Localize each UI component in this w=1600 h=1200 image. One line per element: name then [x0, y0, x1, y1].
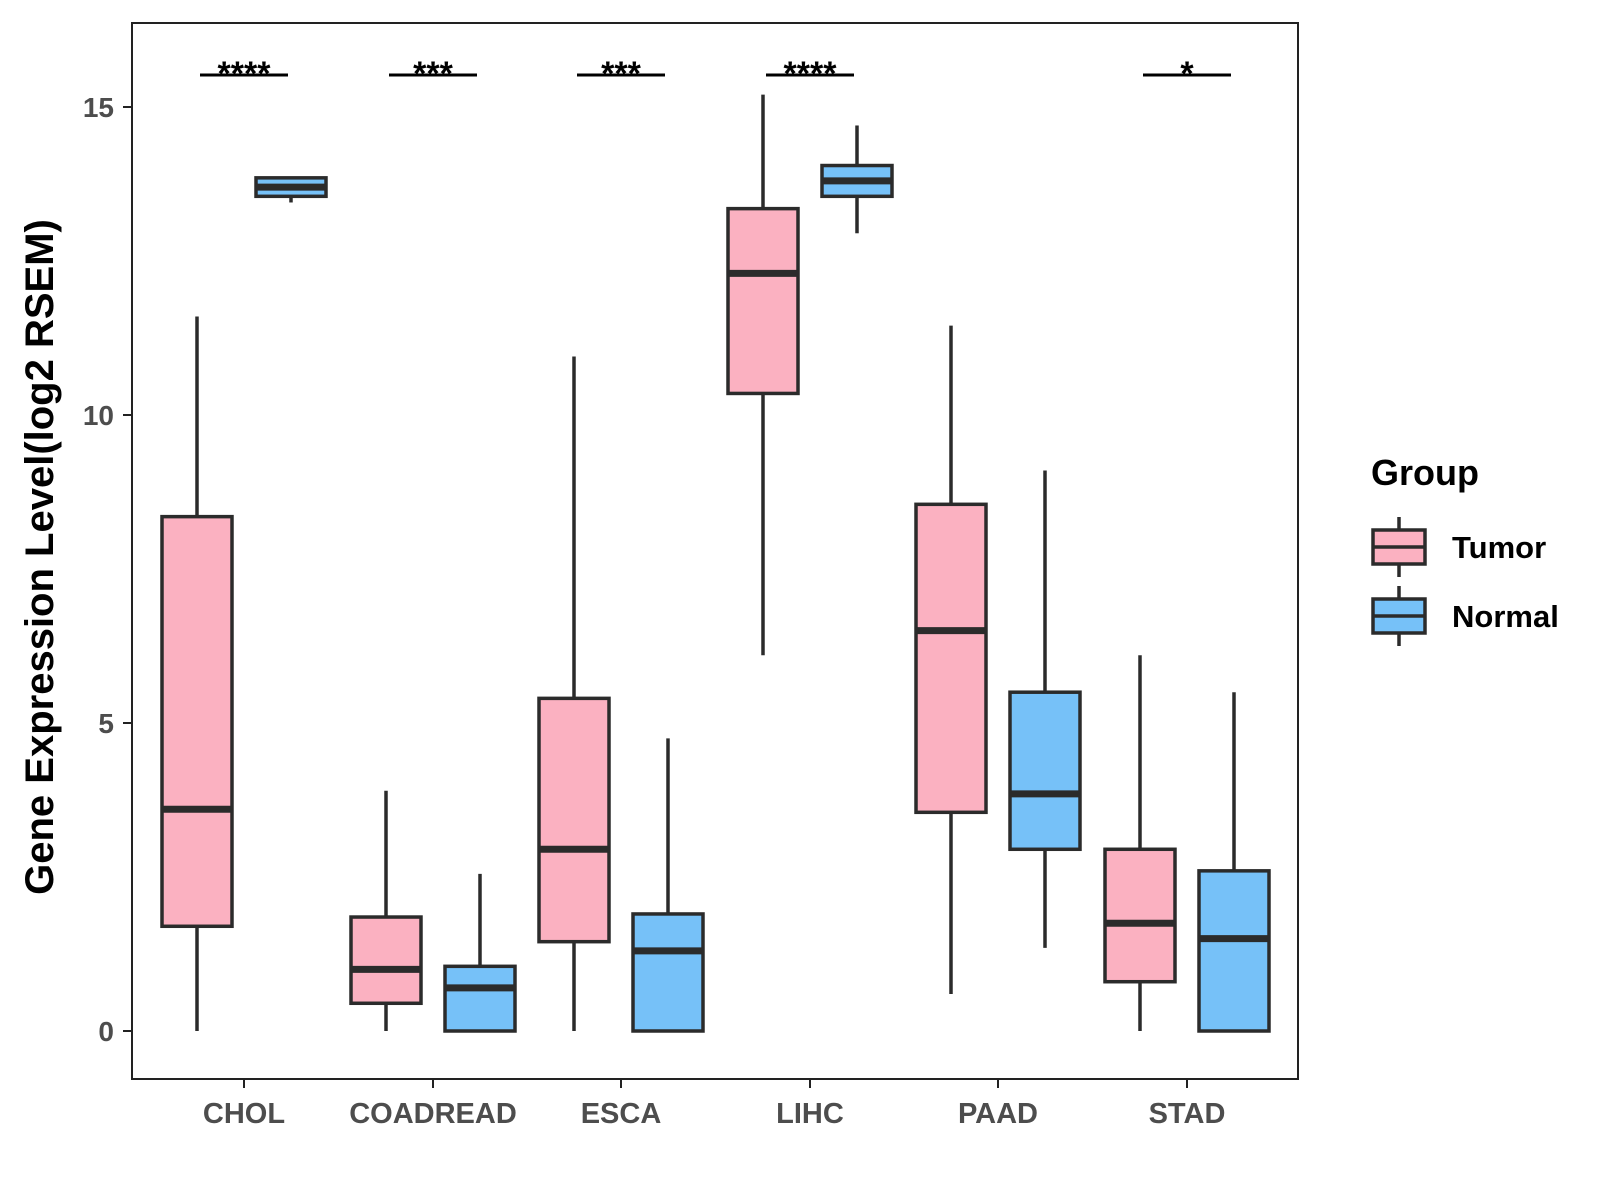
legend-title: Group	[1371, 452, 1479, 493]
box-body-coadread-normal	[443, 964, 517, 1033]
box-coadread-tumor	[349, 790, 423, 1031]
x-tick-label-stad: STAD	[1149, 1098, 1226, 1130]
legend: Tumor Normal	[1371, 517, 1559, 646]
x-tick-label-esca: ESCA	[581, 1098, 662, 1130]
significance-label-lihc: ****	[784, 55, 838, 93]
significance-label-stad: *	[1180, 55, 1194, 93]
box-chol-tumor	[160, 316, 234, 1031]
box-body-paad-normal	[1008, 690, 1082, 852]
box-stad-tumor	[1103, 655, 1177, 1031]
box-body-esca-normal	[631, 912, 705, 1033]
y-tick-label-15: 15	[83, 92, 114, 123]
box-body-lihc-tumor	[726, 206, 800, 396]
box-lihc-tumor	[726, 94, 800, 656]
x-tick-label-paad: PAAD	[958, 1098, 1038, 1130]
box-paad-tumor	[914, 325, 988, 995]
box-body-paad-tumor	[914, 502, 988, 815]
legend-label-tumor: Tumor	[1452, 530, 1546, 565]
significance-label-esca: ***	[601, 55, 641, 93]
box-chol-normal	[254, 176, 328, 203]
box-esca-tumor	[537, 356, 611, 1031]
box-stad-normal	[1197, 692, 1271, 1033]
significance-label-chol: ****	[218, 55, 272, 93]
box-lihc-normal	[820, 125, 894, 234]
box-body-stad-normal	[1197, 869, 1271, 1033]
y-tick-label-5: 5	[98, 708, 114, 739]
box-esca-normal	[631, 738, 705, 1033]
box-body-stad-tumor	[1103, 847, 1177, 984]
box-paad-normal	[1008, 470, 1082, 948]
x-tick-label-lihc: LIHC	[776, 1098, 844, 1130]
box-body-coadread-tumor	[349, 915, 423, 1006]
axis-layer: 0 5 10 15 CHOL COADREAD ESCA LIHC PAAD STAD	[83, 22, 1299, 1130]
y-tick-label-0: 0	[98, 1016, 114, 1047]
y-tick-label-10: 10	[83, 400, 114, 431]
y-axis-title: Gene Expression Level(log2 RSEM)	[18, 219, 62, 895]
plot-panel-border	[131, 22, 1299, 1080]
legend-item-normal: Normal	[1371, 586, 1559, 646]
significance-label-coadread: ***	[413, 55, 453, 93]
legend-label-normal: Normal	[1452, 599, 1559, 634]
plot-layer: **** *** *** **** *	[160, 55, 1271, 1033]
legend-item-tumor: Tumor	[1371, 517, 1546, 577]
x-tick-label-chol: CHOL	[203, 1098, 285, 1130]
box-coadread-normal	[443, 873, 517, 1033]
box-body-esca-tumor	[537, 696, 611, 944]
box-body-chol-tumor	[160, 514, 234, 929]
x-tick-label-coadread: COADREAD	[349, 1098, 517, 1130]
